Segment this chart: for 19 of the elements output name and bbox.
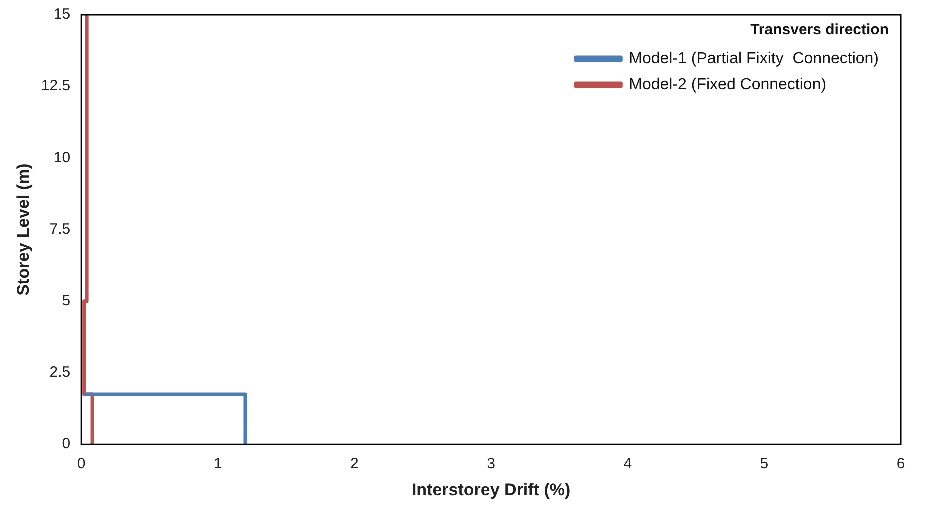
x-tick-label: 4 [624, 456, 632, 473]
legend-title: Transvers direction [750, 22, 889, 39]
legend-label: Model-2 (Fixed Connection) [629, 76, 827, 94]
y-tick-label: 5 [62, 292, 71, 310]
y-tick-label: 12.5 [41, 78, 71, 95]
y-tick-label: 2.5 [50, 364, 71, 382]
x-tick-label: 0 [77, 456, 86, 473]
legend-label: Model-1 (Partial Fixity Connection) [629, 50, 880, 68]
y-tick-label: 0 [62, 436, 71, 453]
y-tick-label: 15 [54, 6, 71, 24]
x-tick-label: 2 [350, 456, 359, 473]
x-tick-label: 6 [896, 456, 906, 473]
x-tick-label: 3 [487, 456, 496, 473]
y-tick-label: 7.5 [50, 220, 71, 238]
x-tick-label: 1 [214, 456, 222, 473]
x-axis-title: Interstorey Drift (%) [412, 480, 571, 500]
y-tick-label: 10 [54, 149, 71, 166]
x-tick-label: 5 [760, 456, 769, 473]
y-axis-title: Storey Level (m) [14, 164, 33, 296]
